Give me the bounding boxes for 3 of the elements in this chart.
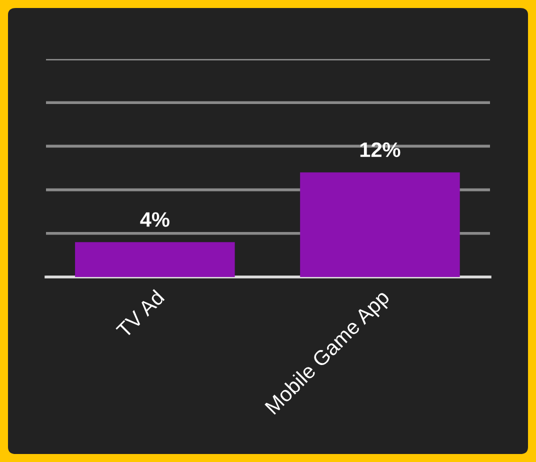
data-label: 4% [140,212,170,227]
data-label: 12% [360,142,400,158]
x-tick-label: TV Ad [115,289,165,339]
